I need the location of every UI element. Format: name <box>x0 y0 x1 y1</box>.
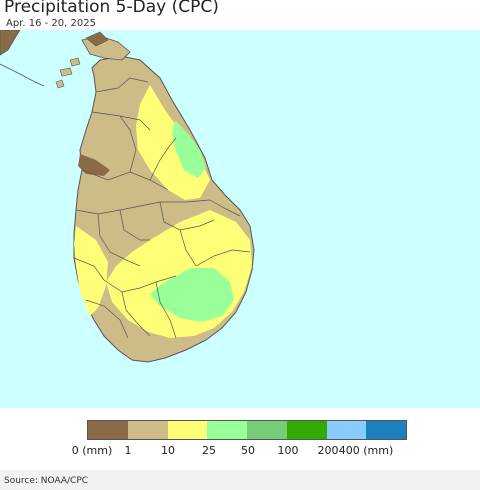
legend-tick-label: 0 (mm) <box>71 444 113 457</box>
legend-swatch <box>88 421 128 439</box>
source-credit: Source: NOAA/CPC <box>4 476 89 486</box>
legend-tick-label: 100 <box>277 444 299 457</box>
district-boundaries <box>73 77 251 339</box>
legend-swatch <box>167 421 208 439</box>
brown-mannar <box>78 154 110 176</box>
india-coast <box>0 63 45 87</box>
northern-brown-area <box>85 31 109 47</box>
legend-swatch <box>366 421 406 439</box>
legend-swatch <box>207 421 247 439</box>
legend-tick-label: 50 <box>241 444 255 457</box>
legend-tick-label: 1 <box>124 444 132 457</box>
small-islands <box>55 57 81 89</box>
legend-tick-label: 10 <box>161 444 175 457</box>
legend-tick-label: 25 <box>202 444 216 457</box>
green-uva <box>150 268 234 322</box>
precipitation-map <box>0 30 480 408</box>
yellow-west-coast <box>74 226 108 316</box>
india-landmass <box>0 30 21 56</box>
date-range: Apr. 16 - 20, 2025 <box>6 18 96 29</box>
precipitation-legend <box>87 420 407 440</box>
map-title: Precipitation 5-Day (CPC) <box>4 0 219 17</box>
legend-tick-label: 200 <box>317 444 339 457</box>
map-canvas <box>0 30 255 363</box>
legend-swatch <box>326 421 367 439</box>
legend-tick-label: 400 (mm) <box>338 444 394 457</box>
green-trincomalee <box>172 120 206 178</box>
legend-swatch <box>247 421 287 439</box>
legend-swatch <box>286 421 327 439</box>
legend-swatch <box>127 421 168 439</box>
footer-bar <box>0 470 480 490</box>
